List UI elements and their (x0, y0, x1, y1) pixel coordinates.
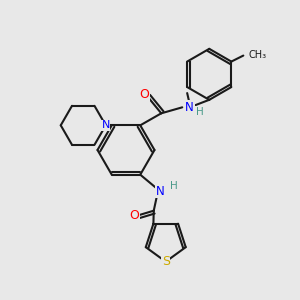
Text: O: O (139, 88, 149, 101)
Text: N: N (102, 120, 110, 130)
Text: CH₃: CH₃ (248, 50, 266, 60)
Text: H: H (196, 107, 203, 117)
Text: O: O (129, 209, 139, 222)
Text: N: N (185, 101, 194, 114)
Text: H: H (170, 181, 178, 191)
Text: N: N (155, 185, 164, 198)
Text: S: S (162, 255, 170, 268)
